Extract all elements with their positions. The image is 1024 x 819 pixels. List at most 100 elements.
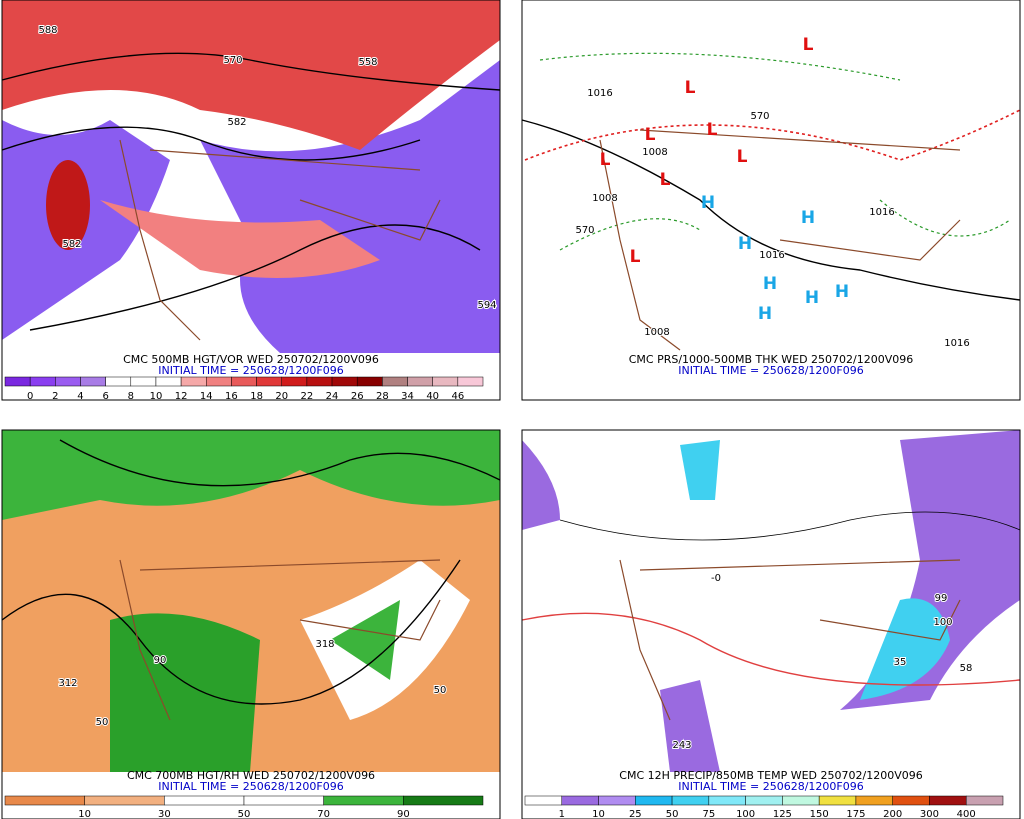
colorbar-label: 200 <box>883 809 902 819</box>
contour-label: 318 <box>315 639 334 650</box>
contour-label: 570 <box>223 55 242 66</box>
colorbar-swatch <box>782 795 820 806</box>
initial-time: INITIAL TIME = 250628/1200F096 <box>678 780 863 793</box>
colorbar-label: 10 <box>150 391 163 402</box>
colorbar-label: 46 <box>451 391 464 402</box>
colorbar-swatch <box>323 795 404 806</box>
high-marker: H <box>835 282 849 302</box>
low-marker: L <box>600 150 611 170</box>
low-marker: L <box>630 247 641 267</box>
colorbar-swatch <box>4 795 85 806</box>
contour-label: 582 <box>62 239 81 250</box>
colorbar-swatch <box>671 795 710 806</box>
contour-label: 312 <box>58 678 77 689</box>
colorbar-swatch <box>55 376 81 387</box>
contour-label: 50 <box>434 685 447 696</box>
contour-label: 58 <box>960 663 973 674</box>
colorbar-swatch <box>561 795 599 806</box>
colorbar-swatch <box>130 376 157 387</box>
colorbar-swatch <box>105 376 132 387</box>
colorbar-label: 14 <box>200 391 213 402</box>
colorbar-label: 4 <box>77 391 83 402</box>
contour-label: 35 <box>894 657 907 668</box>
colorbar-swatch <box>306 376 333 387</box>
low-marker: L <box>660 170 671 190</box>
colorbar-label: 300 <box>920 809 939 819</box>
high-marker: H <box>805 288 819 308</box>
map-lines <box>1 52 1021 721</box>
colorbar-swatch <box>457 376 484 387</box>
colorbar-swatch <box>231 376 257 387</box>
colorbar-swatch <box>80 376 106 387</box>
colorbar-label: 30 <box>158 809 171 819</box>
colorbar-label: 75 <box>702 809 715 819</box>
colorbar-swatch <box>243 795 324 806</box>
colorbar-swatch <box>965 795 1004 806</box>
low-marker: L <box>803 35 814 55</box>
contour-label: 243 <box>672 740 691 751</box>
colorbar-swatch <box>256 376 282 387</box>
colorbar-label: 40 <box>426 391 439 402</box>
colorbar-label: 34 <box>401 391 414 402</box>
contour-label: 1008 <box>592 193 617 204</box>
contour-label: 1016 <box>759 250 784 261</box>
colorbar-label: 22 <box>301 391 314 402</box>
contour-label: -0 <box>711 573 721 584</box>
colorbar-swatch <box>29 376 56 387</box>
high-marker: H <box>758 304 772 324</box>
contour-label: 1016 <box>869 207 894 218</box>
colorbar-label: 1 <box>559 809 565 819</box>
high-marker: H <box>801 208 815 228</box>
contour-label: 588 <box>38 25 57 36</box>
colorbar-label: 50 <box>238 809 251 819</box>
colorbar-swatch <box>745 795 783 806</box>
colorbar-swatch <box>929 795 967 806</box>
contour-label: 50 <box>96 717 109 728</box>
colorbar-swatch <box>407 376 433 387</box>
contour-label: 100 <box>933 617 952 628</box>
contour-label: 90 <box>154 655 167 666</box>
colorbar-label: 100 <box>736 809 755 819</box>
colorbar-swatch <box>206 376 232 387</box>
high-marker: H <box>738 234 752 254</box>
low-marker: L <box>707 120 718 140</box>
colorbar-swatch <box>708 795 746 806</box>
contour-label: 570 <box>750 111 769 122</box>
colorbar-swatch <box>855 795 893 806</box>
caption: CMC PRS/1000-500MB THK WED 250702/1200V0… <box>629 353 914 366</box>
colorbar-label: 8 <box>128 391 134 402</box>
colorbar-swatch <box>818 795 857 806</box>
colorbar-swatch <box>403 795 484 806</box>
colorbar-label: 90 <box>397 809 410 819</box>
colorbar-label: 70 <box>317 809 330 819</box>
contour-label: 1016 <box>944 338 969 349</box>
panel-backgrounds <box>2 0 1020 772</box>
colorbar-label: 18 <box>250 391 263 402</box>
colorbar-label: 50 <box>666 809 679 819</box>
colorbar-label: 0 <box>27 391 33 402</box>
initial-time: INITIAL TIME = 250628/1200F096 <box>158 364 343 377</box>
contour-label: 570 <box>575 225 594 236</box>
colorbar-label: 24 <box>326 391 339 402</box>
initial-time: INITIAL TIME = 250628/1200F096 <box>678 364 863 377</box>
colorbar-label: 25 <box>629 809 642 819</box>
contour-label: 594 <box>477 300 496 311</box>
colorbar-swatch <box>4 376 31 387</box>
colorbar-label: 150 <box>810 809 829 819</box>
initial-time: INITIAL TIME = 250628/1200F096 <box>158 780 343 793</box>
colorbar-swatch <box>84 795 165 806</box>
colorbar-swatch <box>382 376 408 387</box>
colorbar-swatch <box>281 376 308 387</box>
colorbar-label: 20 <box>275 391 288 402</box>
colorbar-label: 6 <box>102 391 108 402</box>
colorbar-swatch <box>356 376 383 387</box>
colorbar-swatch <box>524 795 563 806</box>
colorbar-label: 175 <box>846 809 865 819</box>
contour-label: 1008 <box>642 147 667 158</box>
caption: CMC 700MB HGT/RH WED 250702/1200V096 <box>127 769 375 782</box>
colorbar-label: 16 <box>225 391 238 402</box>
colorbar-swatch <box>155 376 182 387</box>
